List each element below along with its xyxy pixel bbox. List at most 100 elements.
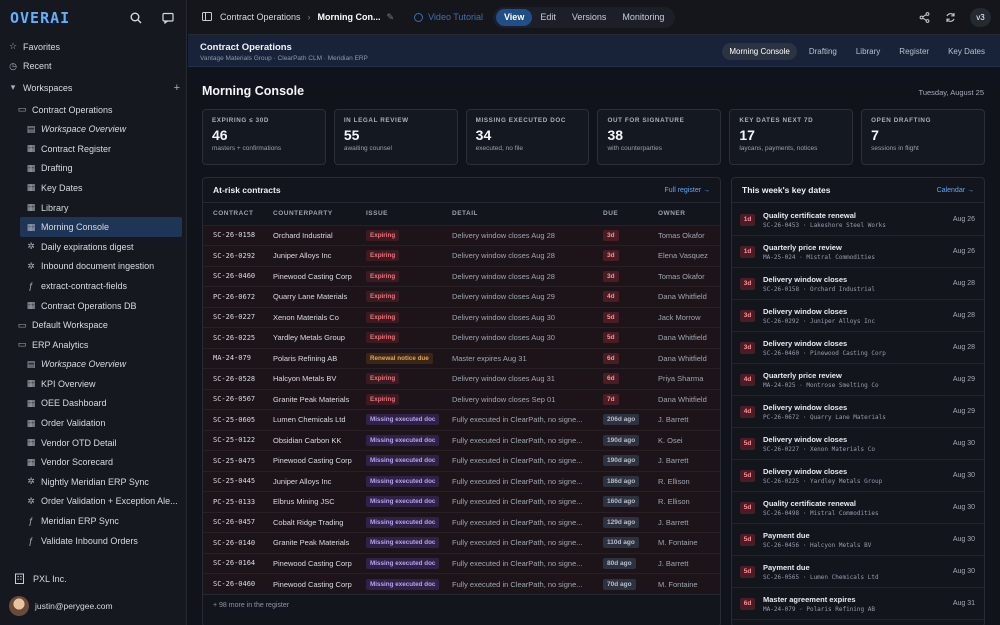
contract-id[interactable]: SC-26-0292 bbox=[213, 251, 256, 260]
kpi-card[interactable]: KEY DATES NEXT 7D 17 laycans, payments, no… bbox=[729, 109, 854, 165]
contract-id[interactable]: SC-26-0460 bbox=[213, 272, 256, 281]
table-row[interactable]: SC-25-0605 Lumen Chemicals Ltd Missing exe… bbox=[203, 409, 720, 430]
key-date-item[interactable]: 5d Payment due SC-26-0456 · Halcyon Metals… bbox=[732, 524, 984, 556]
sidebar-item[interactable]: ▭ Contract Operations bbox=[0, 100, 186, 120]
key-date-item[interactable]: 1d Quarterly price review MA-25-024 · Mist… bbox=[732, 236, 984, 268]
tab-view[interactable]: View bbox=[495, 8, 533, 26]
table-row[interactable]: SC-26-0528 Halcyon Metals BV Expiring Deliv… bbox=[203, 368, 720, 389]
key-date-item[interactable]: 4d Quarterly price review MA-24-025 · Mont… bbox=[732, 364, 984, 396]
sidebar-item[interactable]: ✲ Daily expirations digest bbox=[0, 237, 186, 257]
key-date-item[interactable]: 5d Quality certificate renewal SC-26-0498 … bbox=[732, 492, 984, 524]
contract-id[interactable]: SC-26-0140 bbox=[213, 538, 256, 547]
full-register-link[interactable]: Full register → bbox=[664, 186, 710, 194]
tab-edit[interactable]: Edit bbox=[540, 11, 556, 22]
sidebar-item[interactable]: ▦ Morning Console bbox=[20, 217, 182, 237]
sidebar-item[interactable]: ✲ Nightly Meridian ERP Sync bbox=[0, 472, 186, 492]
contract-id[interactable]: SC-26-0164 bbox=[213, 559, 256, 568]
key-date-item[interactable]: 3d Delivery window closes SC-26-0460 · Pin… bbox=[732, 332, 984, 364]
key-date-item[interactable]: 5d Delivery window closes SC-26-0225 · Yar… bbox=[732, 460, 984, 492]
contract-id[interactable]: SC-26-0158 bbox=[213, 231, 256, 240]
pencil-icon[interactable]: ✎ bbox=[386, 11, 395, 22]
table-row[interactable]: SC-25-0122 Obsidian Carbon KK Missing exec… bbox=[203, 430, 720, 451]
contract-id[interactable]: SC-26-0227 bbox=[213, 313, 256, 322]
contract-id[interactable]: SC-26-0457 bbox=[213, 518, 256, 527]
contract-id[interactable]: SC-26-0460 bbox=[213, 580, 256, 588]
app-tab-key-dates[interactable]: Key Dates bbox=[948, 47, 985, 56]
table-row[interactable]: SC-26-0457 Cobalt Ridge Trading Missing ex… bbox=[203, 512, 720, 533]
breadcrumb-workspace[interactable]: Contract Operations bbox=[220, 12, 301, 22]
contract-id[interactable]: SC-25-0605 bbox=[213, 415, 256, 424]
sidebar-item[interactable]: ▦ Library bbox=[0, 198, 186, 218]
key-date-item[interactable]: 3d Delivery window closes SC-26-0158 · Orc… bbox=[732, 268, 984, 300]
table-row[interactable]: SC-26-0140 Granite Peak Materials Missing … bbox=[203, 532, 720, 553]
sidebar-item[interactable]: ▭ Default Workspace bbox=[0, 315, 186, 335]
key-date-item[interactable]: 1d Quality certificate renewal SC-26-0453 … bbox=[732, 204, 984, 236]
table-row[interactable]: PC-26-0672 Quarry Lane Materials Expiring D… bbox=[203, 286, 720, 307]
table-row[interactable]: MA-24-079 Polaris Refining AB Renewal noti… bbox=[203, 348, 720, 369]
more-link[interactable]: + 98 more in the register bbox=[203, 594, 720, 616]
sidebar-item[interactable]: ƒ extract-contract-fields bbox=[0, 276, 186, 296]
sidebar-item[interactable]: ▾ Workspaces + bbox=[0, 78, 186, 98]
sidebar-item[interactable]: ƒ Validate Inbound Orders bbox=[0, 531, 186, 551]
key-date-item[interactable]: 6d Master agreement expires MA-24-079 · Po… bbox=[732, 588, 984, 620]
tab-versions[interactable]: Versions bbox=[571, 11, 607, 22]
sidebar-item[interactable]: ▦ Order Validation bbox=[0, 413, 186, 433]
kpi-card[interactable]: IN LEGAL REVIEW 55 awaiting counsel bbox=[333, 109, 458, 165]
app-tab-morning-console[interactable]: Morning Console bbox=[722, 43, 797, 60]
table-row[interactable]: SC-26-0460 Pinewood Casting Corp Expiring D… bbox=[203, 266, 720, 287]
table-row[interactable]: SC-25-0475 Pinewood Casting Corp Missing e… bbox=[203, 450, 720, 471]
org-switcher[interactable]: PXL Inc. bbox=[0, 570, 187, 588]
kpi-card[interactable]: MISSING EXECUTED DOC 34 executed, no file bbox=[465, 109, 590, 165]
table-row[interactable]: SC-26-0158 Orchard Industrial Expiring Deli… bbox=[203, 225, 720, 246]
sidebar-item[interactable]: ▦ OEE Dashboard bbox=[0, 394, 186, 414]
sidebar-item[interactable]: ▦ Vendor Scorecard bbox=[0, 452, 186, 472]
table-row[interactable]: SC-26-0227 Xenon Materials Co Expiring Deli… bbox=[203, 307, 720, 328]
contract-id[interactable]: SC-25-0475 bbox=[213, 456, 256, 465]
sidebar-item[interactable]: ▦ Contract Operations DB bbox=[0, 296, 186, 316]
chat-icon[interactable] bbox=[160, 10, 176, 26]
table-row[interactable]: SC-26-0225 Yardley Metals Group Expiring De… bbox=[203, 327, 720, 348]
share-icon[interactable] bbox=[918, 11, 931, 24]
calendar-link[interactable]: Calendar → bbox=[936, 186, 974, 194]
key-date-item[interactable]: 3d Delivery window closes SC-26-0292 · Jun… bbox=[732, 300, 984, 332]
kpi-card[interactable]: EXPIRING ≤ 30D 46 masters + confirmations bbox=[202, 109, 326, 165]
contract-id[interactable]: SC-26-0225 bbox=[213, 333, 256, 342]
app-tab-register[interactable]: Register bbox=[899, 47, 930, 56]
sidebar-item[interactable]: ▦ Contract Register bbox=[0, 139, 186, 159]
sidebar-item[interactable]: ƒ Meridian ERP Sync bbox=[0, 511, 186, 531]
contract-id[interactable]: PC-25-0133 bbox=[213, 497, 256, 506]
app-logo[interactable]: OVERAI bbox=[10, 8, 71, 27]
sidebar-item[interactable]: ▦ Drafting bbox=[0, 159, 186, 179]
sidebar-item[interactable]: ▦ Key Dates bbox=[0, 178, 186, 198]
table-row[interactable]: SC-26-0460 Pinewood Casting Corp Missing e… bbox=[203, 573, 720, 594]
video-tutorial-link[interactable]: Video Tutorial bbox=[414, 12, 483, 22]
contract-id[interactable]: PC-26-0672 bbox=[213, 292, 256, 301]
contract-id[interactable]: MA-24-079 bbox=[213, 354, 251, 363]
sidebar-item[interactable]: ✲ Order Validation + Exception Ale... bbox=[0, 492, 186, 512]
kpi-card[interactable]: OPEN DRAFTING 7 sessions in flight bbox=[861, 109, 985, 165]
key-date-item[interactable]: 5d Payment due SC-26-0565 · Lumen Chemical… bbox=[732, 556, 984, 588]
sidebar-item[interactable]: ▭ ERP Analytics bbox=[0, 335, 186, 355]
tab-monitoring[interactable]: Monitoring bbox=[622, 11, 665, 22]
add-workspace-icon[interactable]: + bbox=[173, 81, 180, 94]
table-row[interactable]: SC-25-0445 Juniper Alloys Inc Missing exec… bbox=[203, 471, 720, 492]
sidebar-item[interactable]: ✲ Inbound document ingestion bbox=[0, 257, 186, 277]
version-badge[interactable]: v3 bbox=[970, 8, 991, 27]
sidebar-item[interactable]: ▦ Vendor OTD Detail bbox=[0, 433, 186, 453]
kpi-card[interactable]: OUT FOR SIGNATURE 38 with counterparties bbox=[597, 109, 722, 165]
user-menu[interactable]: justin@perygee.com bbox=[0, 596, 187, 616]
table-row[interactable]: SC-26-0292 Juniper Alloys Inc Expiring Deli… bbox=[203, 245, 720, 266]
sidebar-item[interactable]: ▤ Workspace Overview bbox=[0, 355, 186, 375]
refresh-icon[interactable] bbox=[944, 11, 957, 24]
sidebar-item[interactable]: ▦ KPI Overview bbox=[0, 374, 186, 394]
table-row[interactable]: SC-26-0164 Pinewood Casting Corp Missing e… bbox=[203, 553, 720, 574]
key-date-item[interactable]: 5d Delivery window closes SC-26-0227 · Xen… bbox=[732, 428, 984, 460]
app-tab-drafting[interactable]: Drafting bbox=[808, 47, 837, 56]
contract-id[interactable]: SC-26-0567 bbox=[213, 395, 256, 404]
sidebar-item[interactable]: ☆ Favorites bbox=[0, 37, 186, 57]
table-row[interactable]: SC-26-0567 Granite Peak Materials Expiring… bbox=[203, 389, 720, 410]
contract-id[interactable]: SC-25-0445 bbox=[213, 477, 256, 486]
key-date-item[interactable]: 4d Delivery window closes PC-26-0672 · Qua… bbox=[732, 396, 984, 428]
contract-id[interactable]: SC-26-0528 bbox=[213, 374, 256, 383]
breadcrumb-page[interactable]: Morning Con... bbox=[317, 12, 381, 22]
